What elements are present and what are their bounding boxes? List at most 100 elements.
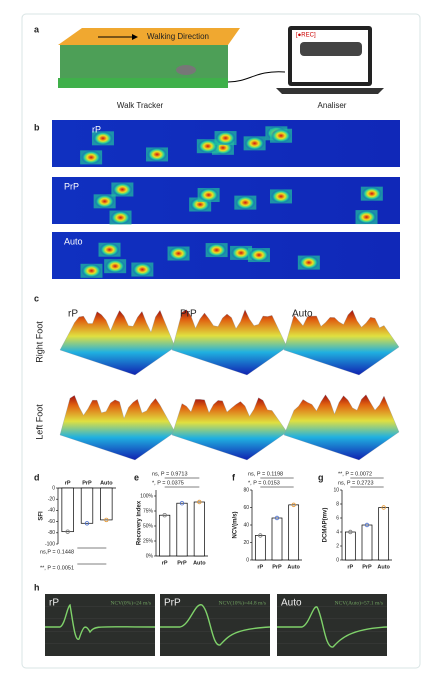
y-tick-label: 75% [143, 508, 154, 514]
y-tick-label: 0 [246, 557, 249, 563]
panel-label: rP [49, 598, 59, 609]
y-axis-label: DCMAP(mv) [323, 508, 329, 543]
x-tick-label: PrP [362, 564, 372, 570]
footprint-core [110, 210, 131, 225]
heatmaps: rP PrP Auto [52, 120, 400, 279]
row-label: PrP [64, 181, 79, 191]
annotation: ns,P = 0.1448 [40, 549, 74, 555]
bar [344, 531, 356, 561]
surfaces: rP PrP Auto [59, 309, 400, 461]
x-tick-label: Auto [287, 564, 300, 570]
y-tick-label: 0 [52, 485, 55, 491]
y-tick-label: 8 [336, 501, 339, 507]
surface [171, 397, 288, 461]
bar-dot [274, 515, 280, 521]
footprint-core [197, 139, 218, 154]
panel-label: PrP [164, 598, 181, 609]
column-label: PrP [180, 309, 197, 320]
row-label: Right Foot [34, 321, 44, 363]
footprint-core [361, 186, 382, 201]
surface [171, 309, 288, 376]
trace [160, 604, 271, 646]
footprint-core [356, 210, 377, 225]
y-axis-label: SFI [39, 511, 45, 521]
bar-dot [84, 521, 90, 526]
footprint-core [235, 195, 256, 210]
footprint-core [132, 262, 153, 277]
bar-dot [104, 517, 109, 523]
surface [59, 395, 176, 461]
annotation: ns, P = 0.2723 [338, 480, 374, 486]
y-axis-label: Recovery index [137, 500, 143, 545]
grid [277, 606, 387, 644]
bar-dot [179, 501, 185, 506]
footprint-core [81, 263, 102, 278]
scope-screen [277, 594, 387, 656]
footprint-core [105, 259, 126, 274]
footprint-core [198, 187, 219, 202]
bar [254, 535, 266, 561]
x-tick-label: Auto [193, 560, 206, 566]
y-tick-label: 25% [143, 538, 154, 544]
y-axis-label: NCV(m/s) [233, 511, 239, 538]
y-tick-label: 20 [243, 540, 249, 546]
bar-dot [364, 522, 370, 528]
y-tick-label: 50% [143, 523, 154, 529]
surface [59, 309, 176, 376]
footprint-core [248, 248, 269, 263]
x-tick-label: PrP [82, 480, 92, 486]
scope-screen [160, 594, 270, 656]
bar [100, 487, 113, 521]
y-tick-label: -100 [45, 541, 55, 547]
bar-dot [162, 513, 167, 518]
laptop [276, 26, 384, 94]
x-tick-label: Auto [100, 480, 113, 486]
bar-dot [348, 529, 353, 535]
x-tick-label: Auto [377, 564, 390, 570]
trace [45, 603, 156, 640]
direction-label: Walking Direction [147, 32, 209, 41]
measurement: NCV(Auto)=57.1 m/s [335, 599, 383, 606]
bar-dot [291, 502, 296, 508]
panel-label: Auto [281, 598, 302, 609]
waveforms: rP NCV(0%)=24 m/s PrP NCV(10%)=44.8 m/s Auto… [45, 594, 388, 656]
y-tick-label: 80 [243, 487, 249, 493]
y-tick-label: 2 [336, 543, 339, 549]
bar [159, 514, 171, 557]
x-tick-label: rP [347, 564, 353, 570]
x-tick-label: rP [65, 480, 71, 486]
y-tick-label: -60 [48, 519, 55, 525]
annotation: ns, P = 0.9713 [152, 471, 188, 477]
bar-dot [258, 533, 263, 538]
trace [277, 606, 388, 648]
scope-screen [45, 594, 155, 656]
device-label: Analiser [318, 101, 347, 110]
row-label: Left Foot [34, 404, 44, 440]
x-tick-label: PrP [177, 560, 187, 566]
annotation: **, P = 0.0072 [338, 471, 372, 477]
panel-letter: b [34, 122, 40, 132]
y-tick-label: 6 [336, 515, 339, 521]
bar [361, 524, 373, 561]
footprint-core [112, 182, 133, 197]
footprint-core [206, 243, 227, 258]
footprint-core [231, 245, 252, 260]
panel-letter: e [134, 472, 139, 482]
bar [378, 507, 390, 561]
panel-letter: d [34, 472, 40, 482]
footprint-core [298, 255, 319, 270]
footprint-core [244, 136, 265, 151]
y-tick-label: 40 [243, 522, 249, 528]
walk-tracker [58, 28, 286, 88]
y-tick-label: 60 [243, 505, 249, 511]
bar-dot [65, 529, 70, 534]
footprint-core [92, 131, 113, 146]
x-tick-label: rP [162, 560, 168, 566]
y-tick-label: 100% [140, 493, 153, 499]
device-label: Walk Tracker [117, 101, 164, 110]
panel-letter: f [232, 472, 236, 482]
annotation: *, P = 0.0375 [152, 480, 184, 486]
row-label: rP [92, 124, 101, 134]
bar [193, 501, 205, 557]
